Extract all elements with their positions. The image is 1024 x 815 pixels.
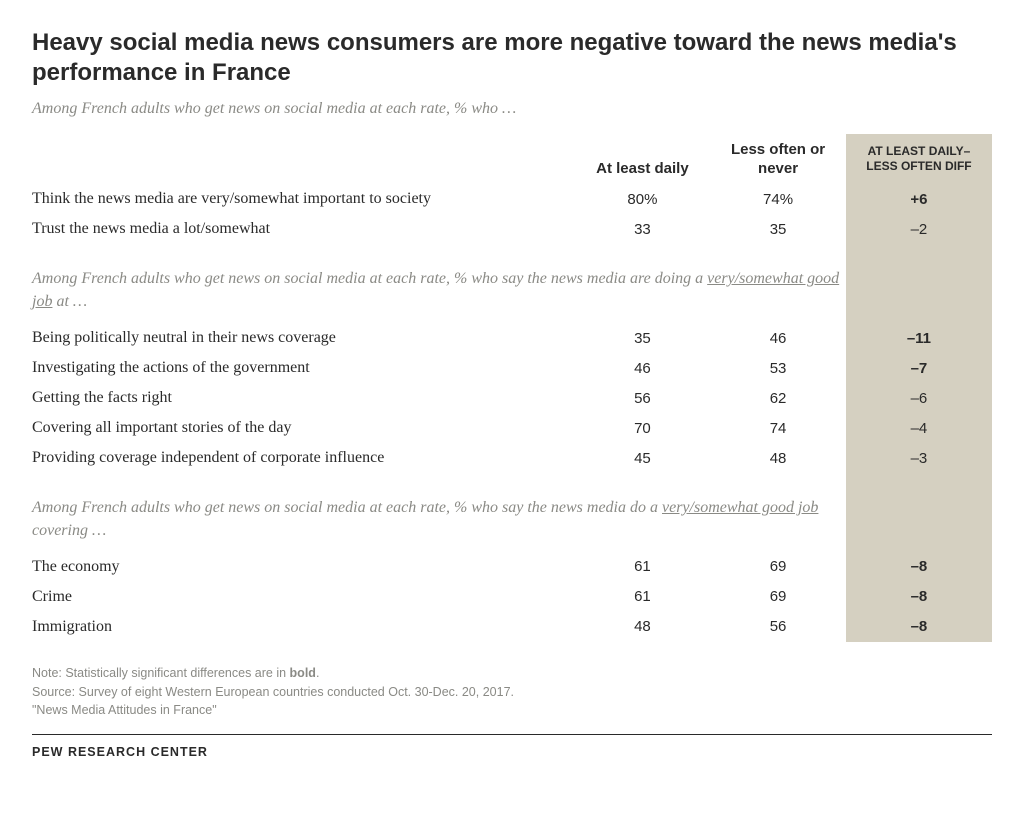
subhead-text-post: at …	[52, 293, 87, 310]
row-label: Being politically neutral in their news …	[32, 323, 575, 353]
cell-less: 74	[710, 413, 846, 443]
note-text: Note: Statistically significant differen…	[32, 666, 290, 680]
subhead-text-pre: Among French adults who get news on soci…	[32, 499, 662, 516]
cell-daily: 61	[575, 552, 711, 582]
cell-daily: 56	[575, 383, 711, 413]
cell-daily: 61	[575, 582, 711, 612]
col-header-less: Less often or never	[710, 134, 846, 184]
header-row: At least daily Less often or never AT LE…	[32, 134, 992, 184]
cell-diff: –2	[846, 214, 992, 244]
note-report: "News Media Attitudes in France"	[32, 701, 992, 720]
cell-daily: 70	[575, 413, 711, 443]
cell-diff: –8	[846, 612, 992, 642]
table-row: Immigration4856–8	[32, 612, 992, 642]
table-row: Trust the news media a lot/somewhat3335–…	[32, 214, 992, 244]
row-label: Getting the facts right	[32, 383, 575, 413]
footer-brand: PEW RESEARCH CENTER	[32, 745, 992, 759]
row-label: The economy	[32, 552, 575, 582]
diff-spacer	[846, 244, 992, 323]
cell-less: 48	[710, 443, 846, 473]
table-row: Investigating the actions of the governm…	[32, 353, 992, 383]
cell-daily: 33	[575, 214, 711, 244]
cell-less: 35	[710, 214, 846, 244]
table-row: The economy6169–8	[32, 552, 992, 582]
table-row: Being politically neutral in their news …	[32, 323, 992, 353]
table-row: Getting the facts right5662–6	[32, 383, 992, 413]
footer-divider	[32, 734, 992, 735]
row-label: Covering all important stories of the da…	[32, 413, 575, 443]
cell-less: 69	[710, 582, 846, 612]
cell-diff: –8	[846, 552, 992, 582]
notes-block: Note: Statistically significant differen…	[32, 664, 992, 720]
note-significance: Note: Statistically significant differen…	[32, 664, 992, 683]
note-source: Source: Survey of eight Western European…	[32, 683, 992, 702]
row-label: Think the news media are very/somewhat i…	[32, 184, 575, 214]
section-subhead-row: Among French adults who get news on soci…	[32, 473, 992, 552]
cell-diff: –7	[846, 353, 992, 383]
subhead-text-post: covering …	[32, 522, 106, 539]
row-label: Trust the news media a lot/somewhat	[32, 214, 575, 244]
cell-less: 46	[710, 323, 846, 353]
row-label: Immigration	[32, 612, 575, 642]
cell-diff: –3	[846, 443, 992, 473]
cell-daily: 80%	[575, 184, 711, 214]
cell-daily: 46	[575, 353, 711, 383]
note-text: .	[316, 666, 319, 680]
cell-diff: –8	[846, 582, 992, 612]
page-title: Heavy social media news consumers are mo…	[32, 28, 992, 88]
cell-daily: 48	[575, 612, 711, 642]
col-header-daily: At least daily	[575, 134, 711, 184]
section-subhead: Among French adults who get news on soci…	[32, 499, 818, 538]
table-row: Providing coverage independent of corpor…	[32, 443, 992, 473]
cell-less: 69	[710, 552, 846, 582]
data-table: At least daily Less often or never AT LE…	[32, 134, 992, 642]
row-label: Crime	[32, 582, 575, 612]
cell-diff: +6	[846, 184, 992, 214]
cell-less: 53	[710, 353, 846, 383]
subhead-text-underline: very/somewhat good job	[662, 499, 818, 516]
table-row: Think the news media are very/somewhat i…	[32, 184, 992, 214]
cell-less: 62	[710, 383, 846, 413]
cell-less: 74%	[710, 184, 846, 214]
subhead-text-pre: Among French adults who get news on soci…	[32, 270, 707, 287]
table-row: Crime6169–8	[32, 582, 992, 612]
row-label: Providing coverage independent of corpor…	[32, 443, 575, 473]
cell-diff: –4	[846, 413, 992, 443]
col-header-diff: AT LEAST DAILY–LESS OFTEN DIFF	[846, 134, 992, 184]
cell-diff: –11	[846, 323, 992, 353]
section-subhead-row: Among French adults who get news on soci…	[32, 244, 992, 323]
diff-spacer	[846, 473, 992, 552]
cell-less: 56	[710, 612, 846, 642]
row-label: Investigating the actions of the governm…	[32, 353, 575, 383]
col-header-label	[32, 134, 575, 184]
subhead-1: Among French adults who get news on soci…	[32, 98, 992, 120]
cell-diff: –6	[846, 383, 992, 413]
note-bold-word: bold	[290, 666, 316, 680]
section-subhead: Among French adults who get news on soci…	[32, 270, 839, 309]
table-row: Covering all important stories of the da…	[32, 413, 992, 443]
cell-daily: 45	[575, 443, 711, 473]
cell-daily: 35	[575, 323, 711, 353]
